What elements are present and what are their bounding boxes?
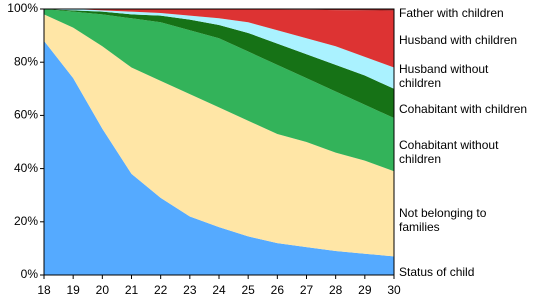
legend-label: Status of child	[399, 265, 475, 279]
area	[44, 9, 394, 68]
x-tick-label: 22	[154, 283, 168, 297]
y-tick-label: 80%	[14, 54, 38, 68]
legend-label: Not belonging to families	[399, 206, 487, 234]
legend-label: Husband without children	[399, 62, 489, 90]
y-tick-label: 60%	[14, 108, 38, 122]
legend-label: Husband with children	[399, 33, 518, 47]
x-tick-label: 18	[37, 283, 51, 297]
x-tick-label: 20	[96, 283, 110, 297]
area	[44, 9, 394, 119]
legend-label: Cohabitant without children	[399, 138, 499, 166]
x-tick-label: 29	[358, 283, 372, 297]
legend-label: Cohabitant with children	[399, 102, 528, 116]
x-tick-label: 21	[125, 283, 139, 297]
legend-label: Father with children	[399, 6, 504, 20]
area	[44, 9, 394, 89]
x-tick-label: 19	[66, 283, 80, 297]
x-tick-label: 28	[329, 283, 343, 297]
x-tick-label: 27	[300, 283, 314, 297]
x-tick-label: 24	[212, 283, 226, 297]
y-tick-label: 0%	[21, 267, 39, 281]
x-tick-label: 30	[387, 283, 401, 297]
area	[44, 14, 394, 257]
area	[44, 9, 394, 172]
area	[44, 40, 394, 275]
x-tick-label: 26	[271, 283, 285, 297]
y-tick-label: 100%	[7, 1, 38, 15]
x-tick-label: 23	[183, 283, 197, 297]
y-tick-label: 20%	[14, 214, 38, 228]
x-tick-label: 25	[241, 283, 255, 297]
y-tick-label: 40%	[14, 161, 38, 175]
